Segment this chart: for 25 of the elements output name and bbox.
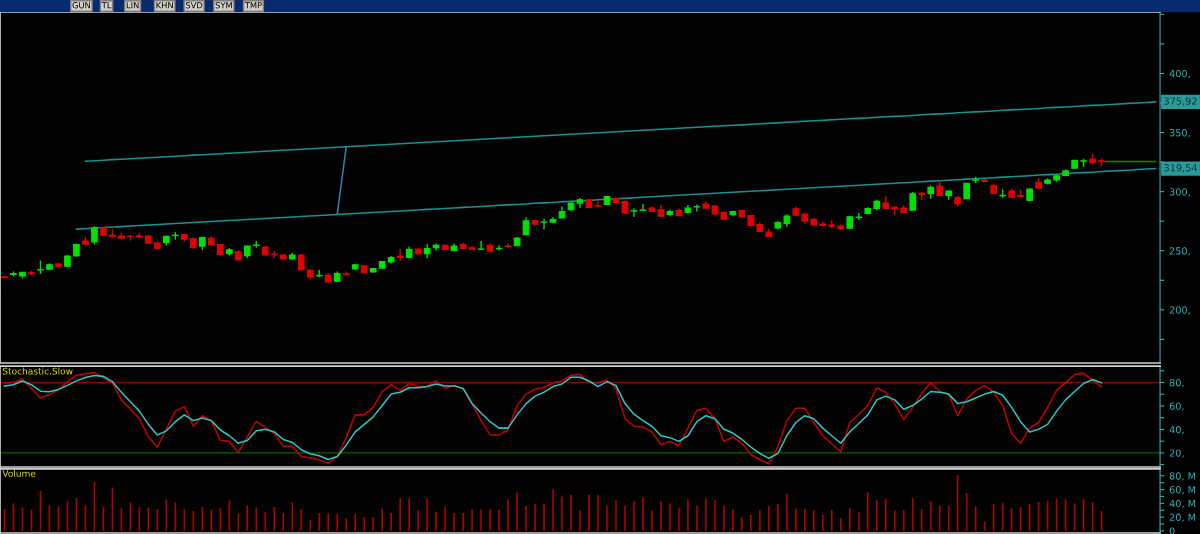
text: GUN bbox=[72, 2, 90, 9]
y-tick-label: 20, bbox=[1169, 449, 1184, 458]
text: KHN bbox=[156, 2, 173, 9]
text: SYM bbox=[215, 2, 232, 9]
y-tick-label: 80, M bbox=[1169, 472, 1196, 481]
y-tick-label: 300, bbox=[1169, 188, 1190, 197]
chart-title: Volume bbox=[2, 469, 36, 477]
y-tick-label: 40, bbox=[1169, 425, 1184, 435]
text: TMP bbox=[244, 2, 262, 9]
data-label: 375,92 bbox=[1164, 97, 1197, 106]
text: LIN bbox=[126, 2, 139, 9]
data-label: 319,54 bbox=[1164, 164, 1197, 173]
y-tick-label: 80, bbox=[1169, 378, 1184, 388]
chart-title: Stochastic.Slow bbox=[2, 367, 73, 375]
y-tick-label: 60, M bbox=[1169, 486, 1196, 495]
text: TL bbox=[101, 2, 112, 9]
y-tick-label: 20, M bbox=[1169, 513, 1196, 522]
text: SVD bbox=[185, 2, 203, 9]
y-tick-label: 350, bbox=[1169, 129, 1190, 138]
y-tick-label: 400, bbox=[1169, 69, 1190, 79]
y-tick-label: 60, bbox=[1169, 402, 1184, 411]
y-tick-label: 40, M bbox=[1169, 499, 1196, 509]
y-tick-label: 200, bbox=[1169, 306, 1190, 315]
y-tick-label: 250, bbox=[1169, 247, 1190, 256]
y-tick-label: 0 bbox=[1169, 527, 1175, 534]
